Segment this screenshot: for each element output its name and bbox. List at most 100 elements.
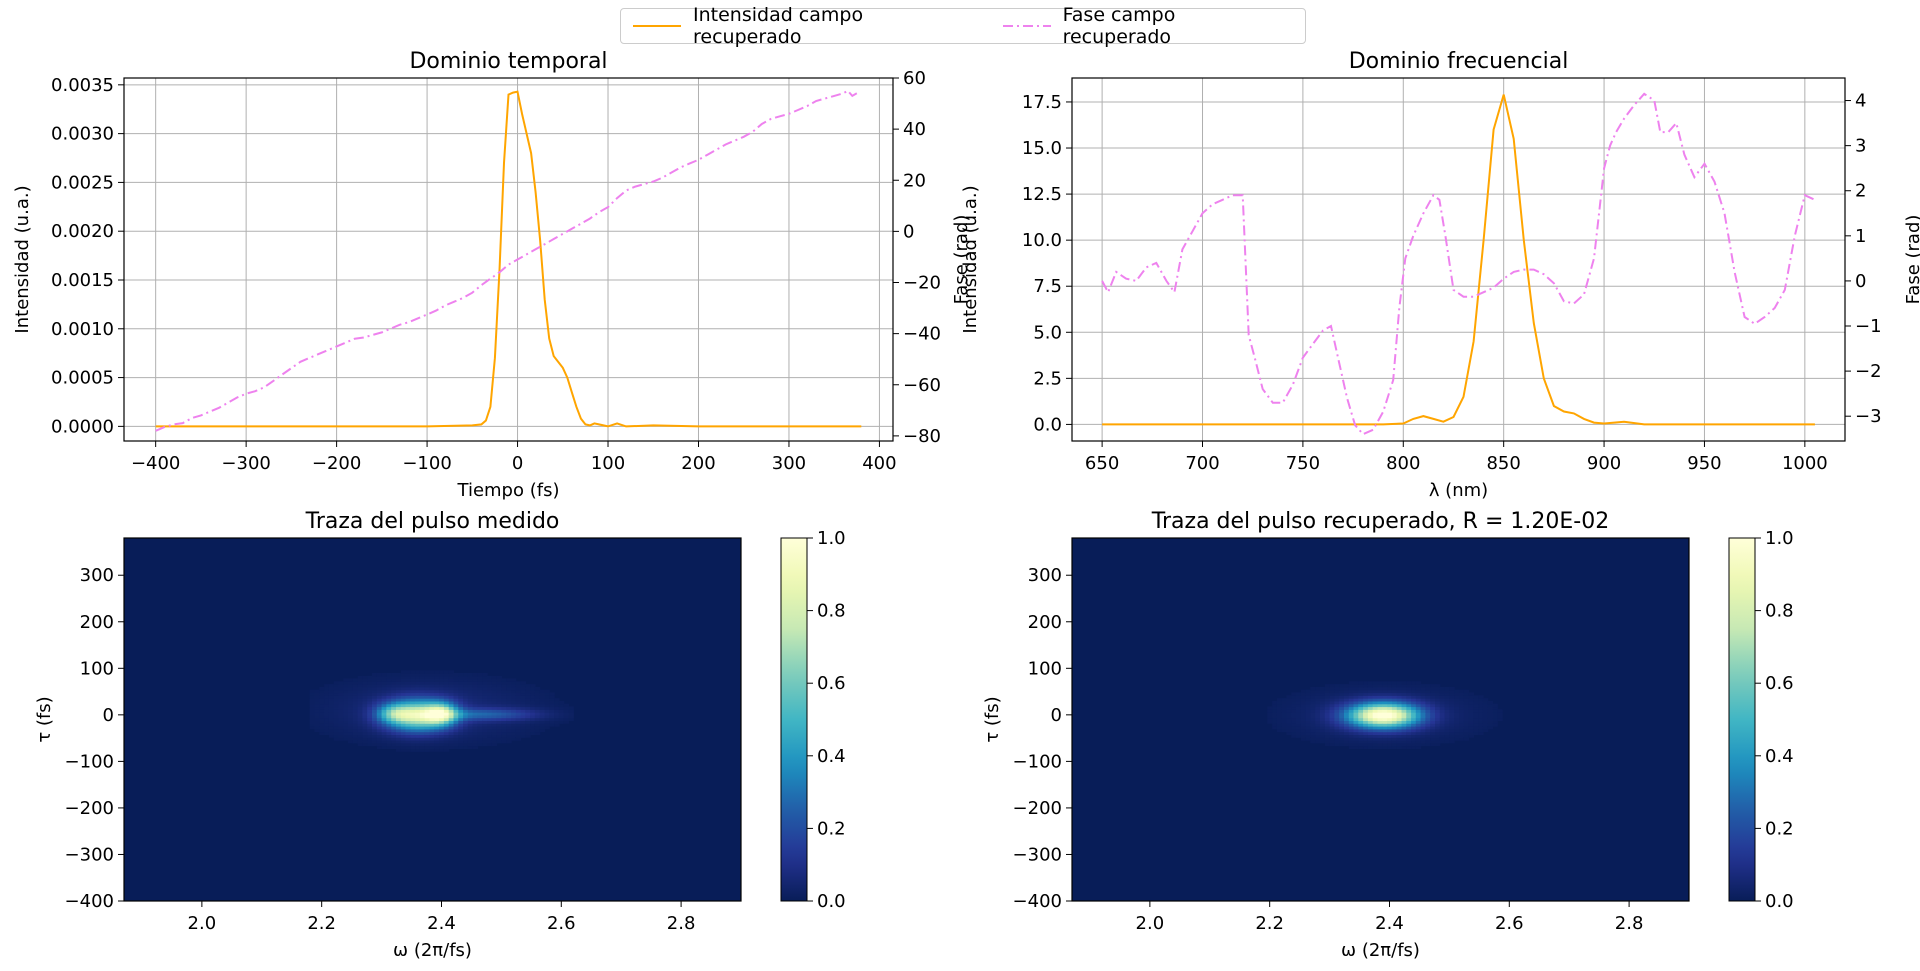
- heatmap-cell: [309, 723, 316, 727]
- heatmap-cell: [491, 714, 498, 719]
- heatmap-cell: [472, 692, 478, 696]
- heatmap-cell: [400, 681, 407, 685]
- heatmap-cell: [439, 692, 445, 696]
- heatmap-cell: [1305, 731, 1311, 735]
- heatmap-cell: [362, 695, 368, 699]
- heatmap-cell: [419, 684, 426, 688]
- heatmap-cell: [515, 709, 522, 713]
- heatmap-cell: [472, 726, 478, 730]
- heatmap-cell: [482, 689, 488, 694]
- heatmap-cell: [439, 678, 445, 682]
- heatmap-cell: [343, 703, 349, 708]
- heatmap-cell: [424, 706, 431, 710]
- heatmap-cell: [477, 698, 483, 702]
- heatmap-cell: [467, 740, 474, 744]
- heatmap-cell: [1377, 709, 1383, 713]
- heatmap-cell: [1454, 700, 1460, 705]
- heatmap-cell: [309, 698, 316, 702]
- colorbar-tick-label: 1.0: [817, 528, 846, 549]
- heatmap-cell: [1468, 712, 1474, 716]
- heatmap-cell: [453, 709, 459, 713]
- heatmap-cell: [1420, 734, 1426, 738]
- colorbar: [780, 537, 808, 902]
- heatmap-cell: [1439, 734, 1446, 738]
- heatmap-cell: [544, 720, 550, 724]
- heatmap-cell: [520, 692, 526, 696]
- heatmap-cell: [443, 745, 450, 749]
- heatmap-cell: [1463, 717, 1470, 721]
- y-tick-label: 0.0010: [51, 319, 114, 340]
- heatmap-cell: [1353, 714, 1359, 719]
- heatmap-cell: [1320, 717, 1326, 721]
- heatmap-cell: [328, 734, 335, 738]
- heatmap-cell: [434, 670, 440, 674]
- colorbar-tick-label: 0.4: [817, 746, 846, 767]
- heatmap-cell: [487, 692, 493, 696]
- heatmap-cell: [1348, 731, 1355, 735]
- heatmap-cell: [463, 712, 469, 716]
- heatmap-cell: [1329, 714, 1335, 719]
- heatmap-cell: [1391, 706, 1398, 710]
- heatmap-cell: [357, 734, 363, 738]
- heatmap-cell: [391, 703, 397, 708]
- heatmap-cell: [434, 706, 440, 710]
- heatmap-cell: [324, 709, 330, 713]
- heatmap-cell: [487, 737, 493, 741]
- heatmap-cell: [477, 734, 483, 738]
- heatmap-cell: [424, 728, 431, 733]
- heatmap-cell: [501, 720, 507, 724]
- heatmap-cell: [1425, 714, 1431, 719]
- heatmap-cell: [419, 734, 426, 738]
- heatmap-cell: [453, 706, 459, 710]
- heatmap-cell: [405, 684, 411, 688]
- heatmap-cell: [386, 717, 392, 721]
- heatmap-cell: [386, 740, 392, 744]
- heatmap-cell: [376, 709, 383, 713]
- heatmap-cell: [328, 712, 335, 716]
- heatmap-cell: [348, 714, 354, 719]
- heatmap-cell: [1463, 698, 1470, 702]
- heatmap-cell: [448, 670, 455, 674]
- heatmap-cell: [328, 720, 335, 724]
- heatmap-cell: [391, 720, 397, 724]
- heatmap-cell: [1382, 689, 1388, 694]
- heatmap-cell: [1449, 706, 1455, 710]
- heatmap-cell: [338, 726, 344, 730]
- heatmap-cell: [1396, 745, 1403, 749]
- heatmap-cell: [458, 675, 464, 680]
- heatmap-cell: [386, 734, 392, 738]
- heatmap-cell: [1377, 714, 1383, 719]
- heatmap-cell: [343, 731, 349, 735]
- heatmap-cell: [424, 689, 431, 694]
- heatmap-cell: [1344, 709, 1350, 713]
- heatmap-cell: [1334, 700, 1340, 705]
- heatmap-cell: [372, 700, 378, 705]
- heatmap-cell: [511, 678, 517, 682]
- heatmap-cell: [362, 731, 368, 735]
- heatmap-cell: [463, 723, 469, 727]
- heatmap-cell: [1286, 700, 1292, 705]
- heatmap-cell: [386, 695, 392, 699]
- heatmap-cell: [472, 706, 478, 710]
- heatmap-cell: [1377, 695, 1383, 699]
- heatmap-cell: [1324, 734, 1331, 738]
- heatmap-cell: [372, 706, 378, 710]
- heatmap-cell: [1305, 720, 1311, 724]
- heatmap-cell: [419, 678, 426, 682]
- heatmap-cell: [520, 695, 526, 699]
- heatmap-cell: [1420, 723, 1426, 727]
- heatmap-cell: [405, 689, 411, 694]
- heatmap-cell: [381, 712, 387, 716]
- heatmap-cell: [1358, 734, 1364, 738]
- heatmap-cell: [453, 742, 459, 747]
- heatmap-cell: [563, 717, 570, 721]
- heatmap-cell: [434, 731, 440, 735]
- heatmap-cell: [1406, 684, 1412, 688]
- heatmap-cell: [314, 706, 320, 710]
- heatmap-cell: [1444, 734, 1450, 738]
- heatmap-cell: [434, 689, 440, 694]
- heatmap-cell: [1372, 686, 1379, 691]
- heatmap-cell: [1296, 712, 1302, 716]
- heatmap-cell: [1492, 706, 1498, 710]
- heatmap-cell: [391, 709, 397, 713]
